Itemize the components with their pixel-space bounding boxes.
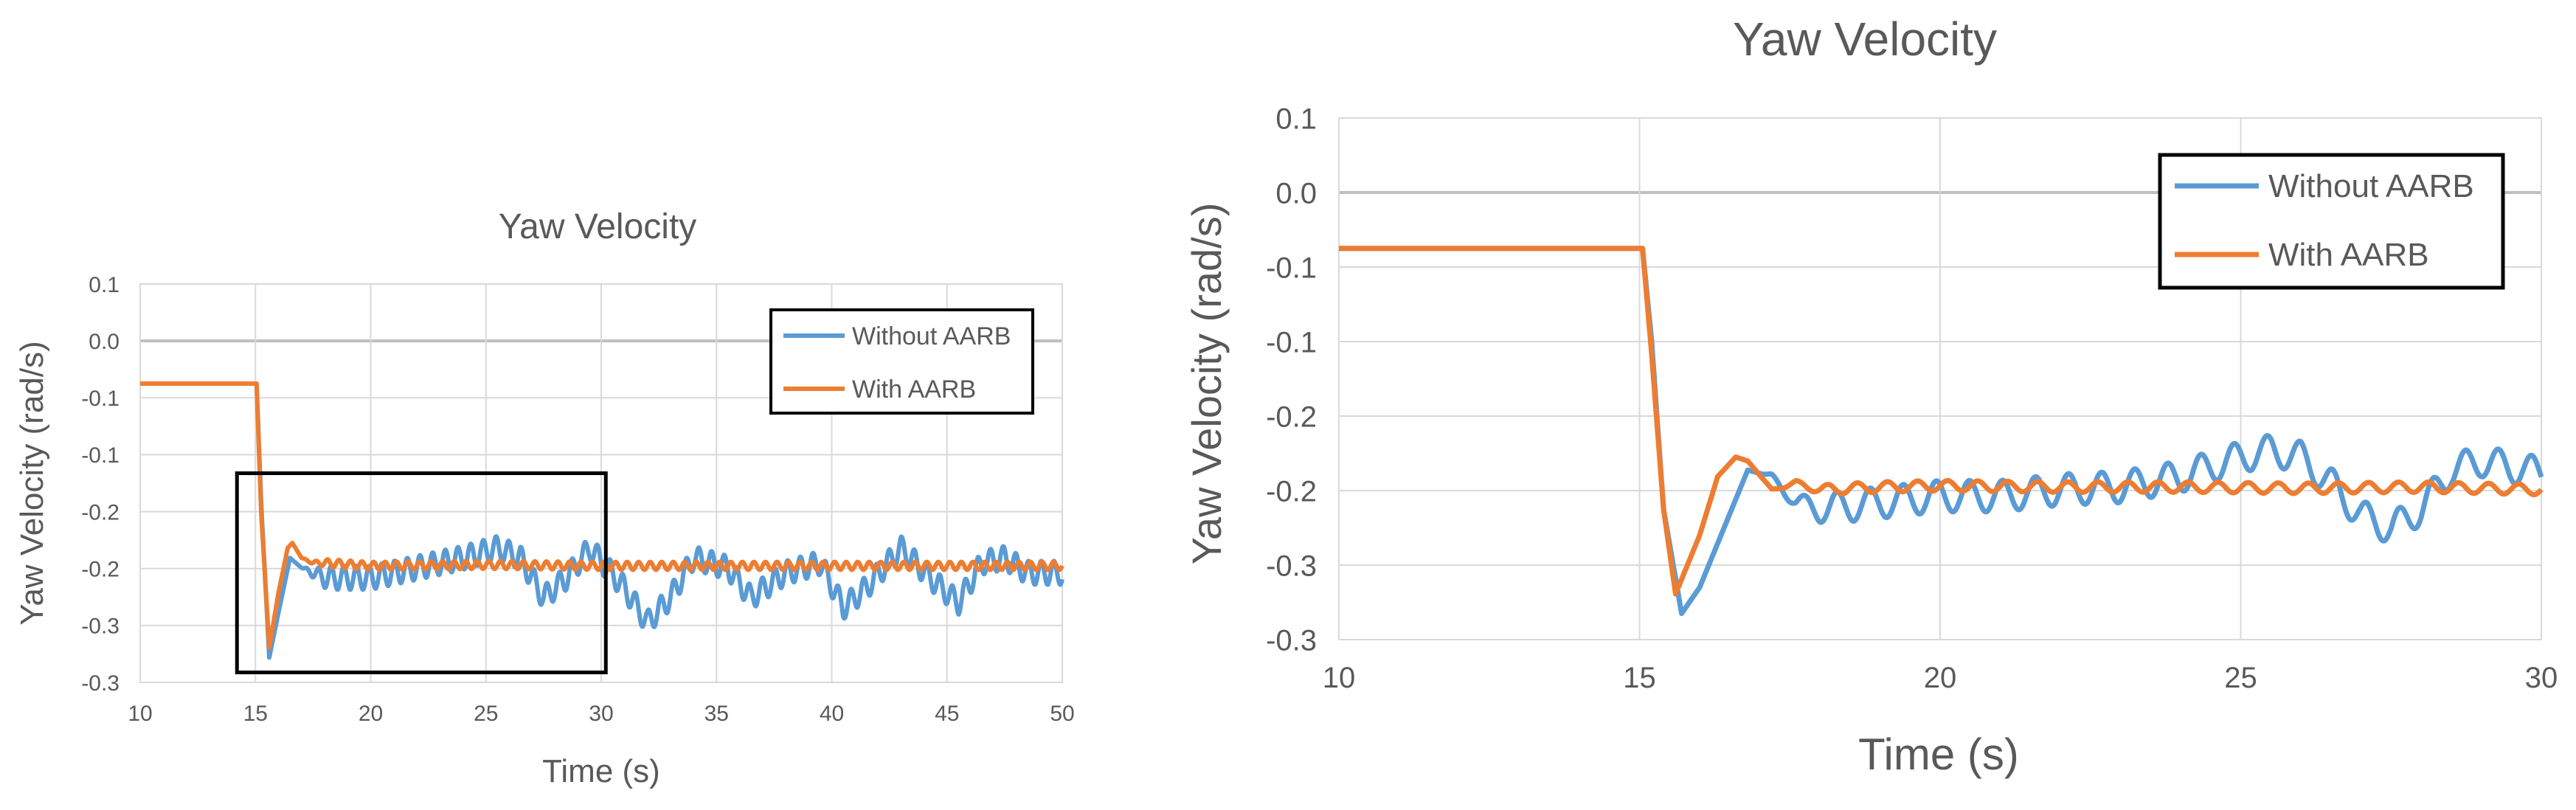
chart-1-x-tick-label: 50 — [1050, 702, 1074, 726]
chart-1-plot-border — [139, 283, 1063, 683]
chart-1-y-tick-label: 0.0 — [89, 330, 120, 354]
chart-2-y-tick-label: 0.1 — [1275, 103, 1317, 135]
chart-1-x-tick-label: 35 — [704, 702, 729, 726]
chart-2-y-tick-label: -0.2 — [1266, 475, 1317, 508]
chart-2-legend-frame — [2158, 153, 2505, 290]
chart-1-x-ticks: 10 15 20 25 30 35 40 45 50 — [128, 702, 1074, 726]
chart-1-y-tick-label: -0.2 — [81, 500, 120, 525]
chart-2-y-axis-label: Yaw Velocity (rad/s) — [1183, 203, 1230, 565]
chart-1-x-tick-label: 25 — [474, 702, 498, 726]
chart-2-y-tick-label: -0.1 — [1266, 252, 1317, 284]
chart-1-y-tick-label: -0.3 — [81, 615, 120, 639]
chart-2-legend: Without AARB With AARB — [2158, 153, 2505, 290]
chart-1-x-tick-label: 15 — [243, 702, 268, 726]
chart-2-y-tick-label: 0.0 — [1275, 177, 1317, 210]
chart-2-legend-label-with-aarb: With AARB — [2268, 237, 2429, 273]
chart-2-x-tick-label: 25 — [2224, 662, 2257, 694]
chart-2-y-tick-label: -0.1 — [1266, 326, 1317, 359]
chart-2-y-tick-label: -0.2 — [1266, 401, 1317, 433]
chart-2-y-tick-label: -0.3 — [1266, 550, 1317, 582]
chart-2-plot-border — [1338, 117, 2542, 640]
chart-1-y-axis-label: Yaw Velocity (rad/s) — [14, 341, 50, 626]
chart-2: Yaw Velocity 0.1 0.0 -0.1 -0.1 -0.2 -0.2 -0.3 -… — [1183, 13, 2558, 779]
chart-1-title: Yaw Velocity — [499, 207, 697, 246]
chart-2-y-tick-label: -0.3 — [1266, 624, 1317, 657]
chart-1-y-tick-label: -0.2 — [81, 558, 120, 582]
chart-1-x-axis-label: Time (s) — [542, 753, 660, 789]
chart-1-x-tick-label: 10 — [128, 702, 152, 726]
chart-2-x-ticks: 10 15 20 25 30 — [1323, 662, 2558, 694]
chart-1-x-tick-label: 40 — [820, 702, 844, 726]
chart-1-y-tick-label: -0.3 — [81, 671, 120, 696]
chart-1-x-tick-label: 30 — [589, 702, 613, 726]
chart-2-legend-label-without-aarb: Without AARB — [2268, 168, 2474, 204]
chart-2-title: Yaw Velocity — [1733, 13, 1997, 66]
chart-2-series-with-aarb — [1337, 246, 2544, 597]
chart-1-legend: Without AARB With AARB — [769, 308, 1034, 415]
chart-1-x-tick-label: 20 — [359, 702, 383, 726]
chart-1-x-tick-label: 45 — [935, 702, 959, 726]
chart-2-x-axis-label: Time (s) — [1858, 730, 2019, 779]
chart-2-y-ticks: 0.1 0.0 -0.1 -0.1 -0.2 -0.2 -0.3 -0.3 — [1266, 103, 1317, 657]
chart-1-legend-label-without-aarb: Without AARB — [852, 322, 1011, 350]
chart-1: Yaw Velocity 0.1 0.0 -0.1 -0.1 -0.2 -0.2 -0.3 -… — [14, 207, 1075, 789]
chart-1-legend-frame — [769, 308, 1034, 415]
chart-2-x-tick-label: 10 — [1323, 662, 1356, 694]
chart-2-x-tick-label: 30 — [2525, 662, 2558, 694]
chart-1-y-tick-label: 0.1 — [89, 273, 120, 297]
chart-1-y-ticks: 0.1 0.0 -0.1 -0.1 -0.2 -0.2 -0.3 -0.3 — [81, 273, 120, 696]
chart-1-series-with-aarb — [138, 381, 1064, 650]
chart-2-x-tick-label: 20 — [1924, 662, 1957, 694]
chart-1-highlight-box — [235, 471, 608, 674]
chart-2-x-tick-label: 15 — [1623, 662, 1656, 694]
chart-1-y-tick-label: -0.1 — [81, 387, 120, 411]
chart-1-legend-label-with-aarb: With AARB — [852, 375, 976, 404]
chart-1-y-tick-label: -0.1 — [81, 443, 120, 468]
